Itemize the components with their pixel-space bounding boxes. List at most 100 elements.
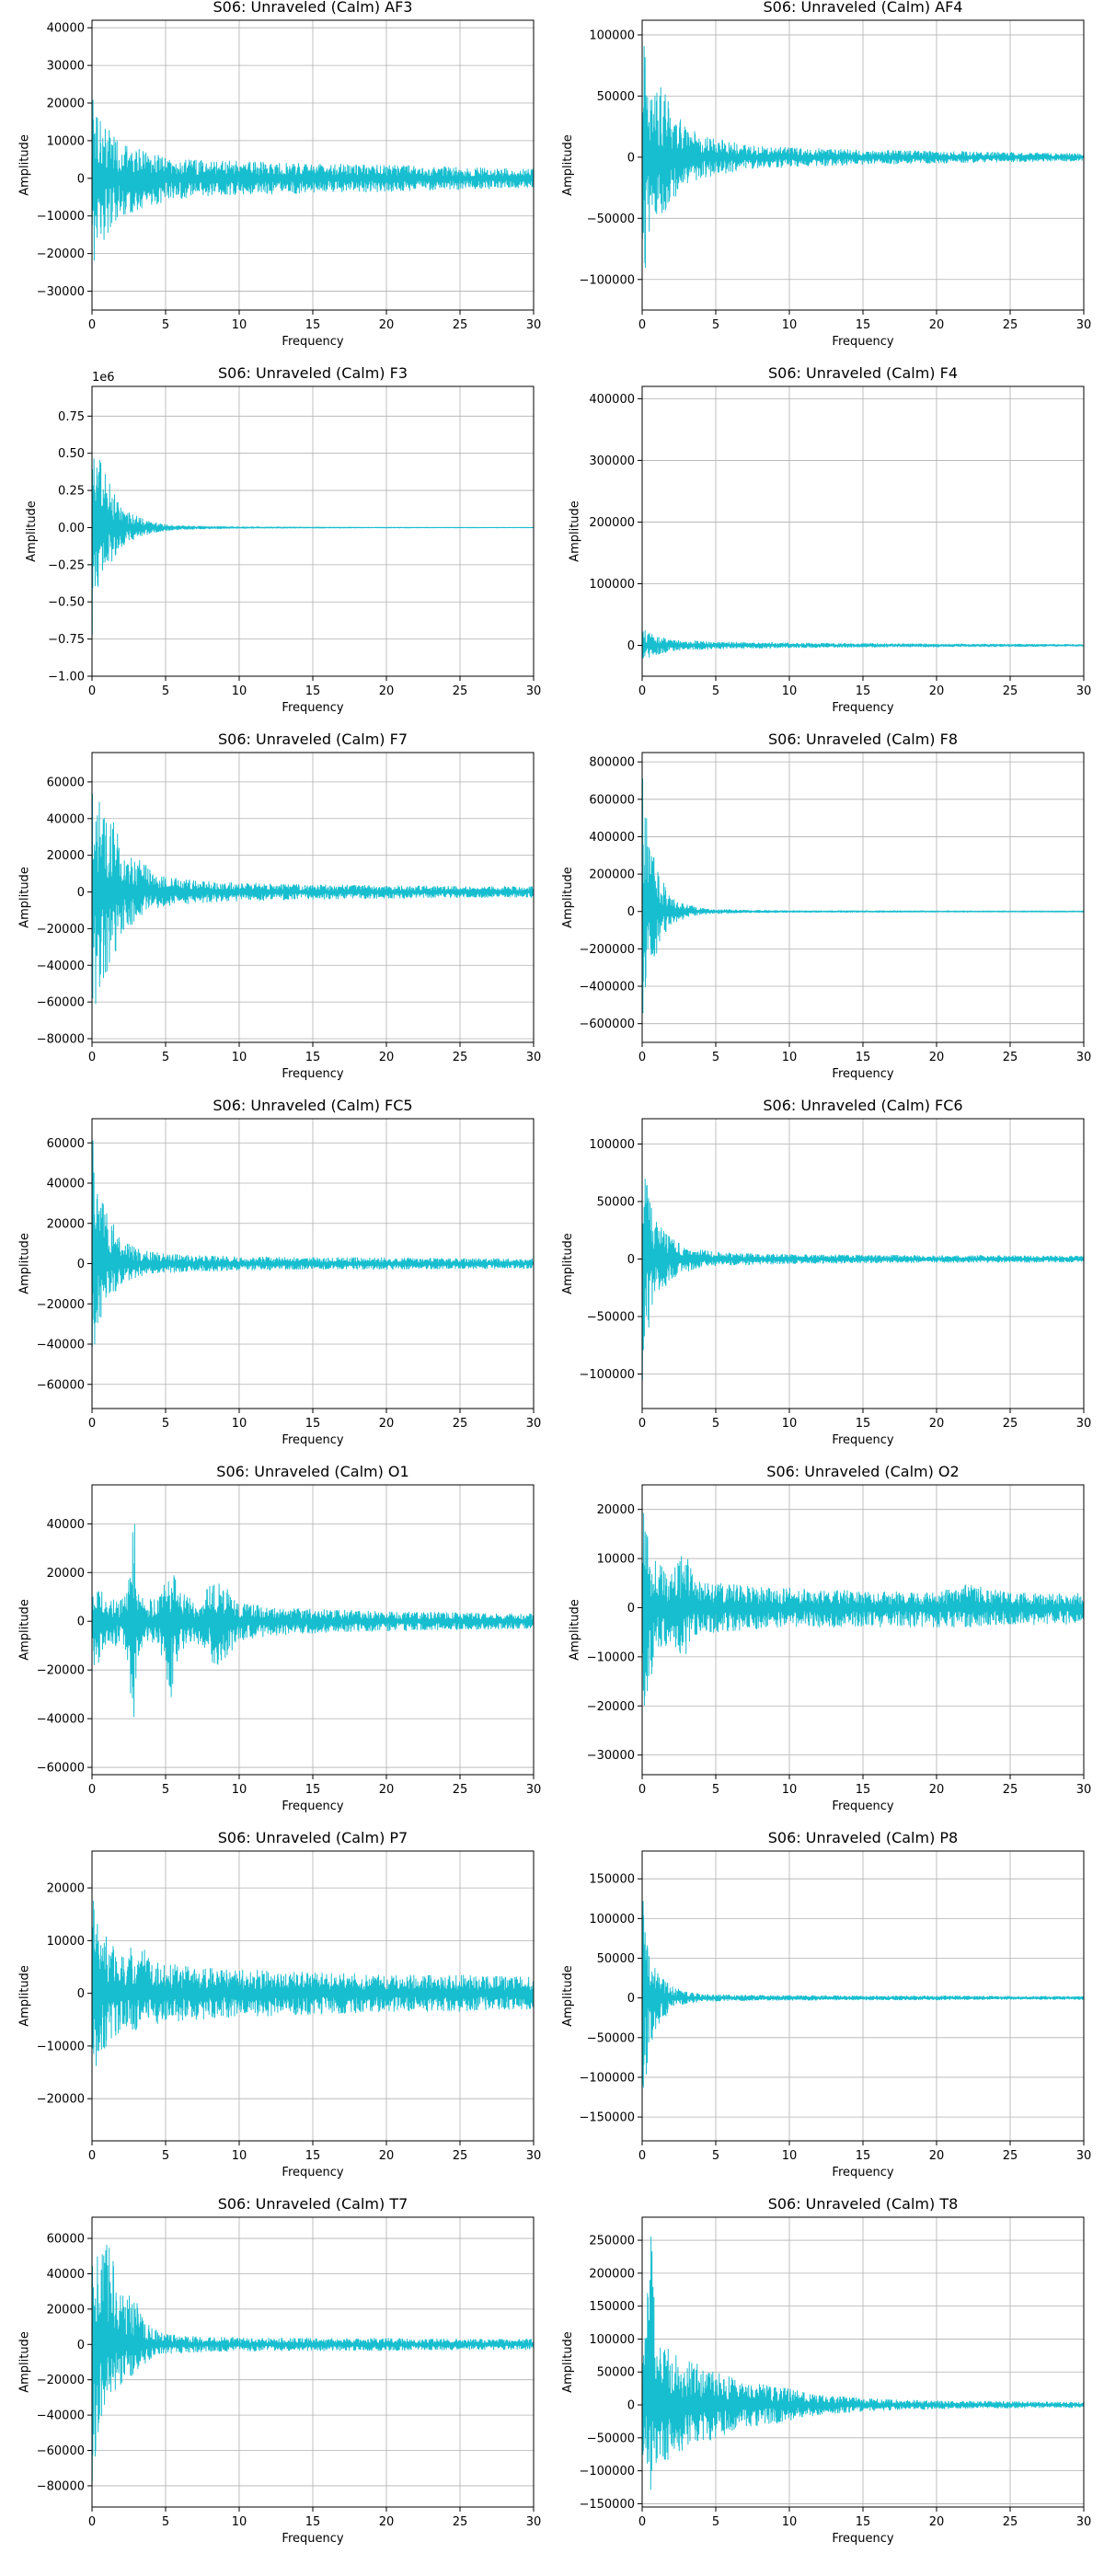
x-tick-label: 30 (526, 1783, 542, 1797)
x-tick-label: 10 (232, 318, 247, 332)
y-tick-label: −60000 (37, 996, 85, 1010)
y-tick-label: −20000 (37, 923, 85, 937)
y-axis-label: Amplitude (17, 2331, 31, 2393)
y-tick-label: −40000 (37, 1339, 85, 1352)
x-tick-label: 5 (162, 2149, 169, 2163)
x-tick-label: 15 (305, 1051, 321, 1064)
series-line (91, 458, 535, 636)
y-tick-label: −50000 (587, 2432, 635, 2445)
x-tick-label: 25 (453, 1417, 468, 1431)
subplot-title: S06: Unraveled (Calm) O2 (766, 1463, 959, 1480)
y-axis-label: Amplitude (17, 134, 31, 196)
subplot-14: 0 5 10 15 20 25 30 −150000 −100000 −50000 0 50000 10… (561, 2195, 1091, 2546)
y-tick-label: 100000 (589, 578, 635, 592)
series-line (641, 630, 1085, 659)
x-tick-label: 0 (88, 1051, 96, 1064)
y-tick-label: −0.50 (48, 596, 85, 610)
y-tick-label: 800000 (589, 756, 635, 770)
series-line (91, 99, 535, 261)
x-tick-label: 20 (379, 318, 395, 332)
y-tick-label: −40000 (37, 2409, 85, 2423)
x-tick-label: 15 (856, 318, 871, 332)
x-tick-label: 20 (379, 2149, 395, 2163)
y-tick-label: 50000 (597, 90, 635, 104)
y-tick-label: 40000 (47, 1178, 85, 1191)
x-tick-label: 10 (232, 2149, 247, 2163)
y-tick-label: 0.25 (58, 485, 85, 499)
x-tick-label: 25 (1003, 318, 1018, 332)
y-tick-label: −100000 (579, 1368, 635, 1382)
y-axis-label: Amplitude (561, 1965, 575, 2027)
y-tick-label: −30000 (37, 285, 85, 299)
x-tick-label: 0 (638, 2515, 646, 2529)
series-line (91, 2244, 535, 2481)
x-tick-label: 25 (1003, 1417, 1018, 1431)
y-tick-label: 300000 (589, 454, 635, 468)
subplot-title: S06: Unraveled (Calm) T7 (218, 2195, 408, 2213)
y-tick-label: 0 (77, 886, 85, 900)
x-tick-label: 30 (526, 2515, 542, 2529)
subplot-title: S06: Unraveled (Calm) FC6 (763, 1097, 962, 1114)
x-axis-label: Frequency (282, 1800, 343, 1813)
y-axis-label: Amplitude (17, 1233, 31, 1294)
x-tick-label: 0 (88, 684, 96, 698)
x-tick-label: 20 (379, 684, 395, 698)
subplot-11: 0 5 10 15 20 25 30 −20000 −10000 0 10000 20000 S06: … (17, 1829, 541, 2179)
x-tick-label: 5 (712, 318, 719, 332)
y-tick-label: 0 (627, 151, 635, 165)
x-tick-label: 5 (712, 1417, 719, 1431)
subplot-title: S06: Unraveled (Calm) P7 (218, 1829, 408, 1846)
y-tick-label: −150000 (579, 2498, 635, 2512)
x-tick-label: 0 (638, 1417, 646, 1431)
x-tick-label: 10 (232, 1417, 247, 1431)
x-axis-label: Frequency (832, 335, 893, 349)
x-tick-label: 20 (929, 2149, 945, 2163)
series-line (641, 45, 1085, 269)
y-axis-label: Amplitude (25, 500, 39, 562)
y-tick-label: 0.00 (58, 522, 85, 535)
series-line (91, 1524, 535, 1718)
x-tick-label: 10 (782, 318, 798, 332)
x-tick-label: 25 (1003, 1783, 1018, 1797)
y-tick-label: 40000 (47, 1518, 85, 1532)
subplot-1: 0 5 10 15 20 25 30 −30000 −20000 −10000 0 10000 2000… (17, 0, 541, 349)
x-tick-label: 5 (712, 684, 719, 698)
x-tick-label: 10 (782, 2149, 798, 2163)
y-tick-label: −0.25 (48, 558, 85, 572)
x-tick-label: 20 (929, 318, 945, 332)
subplot-title: S06: Unraveled (Calm) F3 (218, 364, 408, 382)
subplot-title: S06: Unraveled (Calm) P8 (768, 1829, 958, 1846)
x-tick-label: 30 (1076, 2149, 1092, 2163)
subplot-10: 0 5 10 15 20 25 30 −30000 −20000 −10000 0 10000 2000… (568, 1463, 1091, 1813)
y-axis-label: Amplitude (17, 1599, 31, 1661)
y-tick-label: −20000 (37, 247, 85, 261)
x-tick-label: 5 (162, 684, 169, 698)
x-axis-label: Frequency (282, 1433, 343, 1447)
x-tick-label: 0 (638, 2149, 646, 2163)
x-tick-label: 10 (782, 2515, 798, 2529)
x-tick-label: 5 (712, 1051, 719, 1064)
series-line (641, 1175, 1085, 1381)
x-tick-label: 30 (526, 318, 542, 332)
y-axis-label: Amplitude (17, 867, 31, 928)
subplot-2: 0 5 10 15 20 25 30 −100000 −50000 0 50000 100000 S06… (561, 0, 1091, 349)
y-tick-label: 10000 (597, 1553, 635, 1567)
y-tick-label: −1.00 (48, 671, 85, 684)
x-tick-label: 25 (1003, 684, 1018, 698)
y-tick-label: 200000 (589, 516, 635, 530)
y-tick-label: 100000 (589, 1913, 635, 1926)
y-tick-label: 0 (77, 2339, 85, 2352)
x-tick-label: 5 (712, 1783, 719, 1797)
subplot-title: S06: Unraveled (Calm) F4 (768, 364, 958, 382)
x-tick-label: 5 (162, 1051, 169, 1064)
x-tick-label: 5 (162, 2515, 169, 2529)
y-tick-label: −20000 (37, 1298, 85, 1312)
x-axis-label: Frequency (832, 1800, 893, 1813)
subplot-title: S06: Unraveled (Calm) F7 (218, 730, 408, 748)
x-tick-label: 20 (929, 684, 945, 698)
x-axis-label: Frequency (832, 701, 893, 715)
y-tick-label: −30000 (587, 1749, 635, 1763)
x-tick-label: 5 (162, 1783, 169, 1797)
x-axis-label: Frequency (282, 2532, 343, 2546)
